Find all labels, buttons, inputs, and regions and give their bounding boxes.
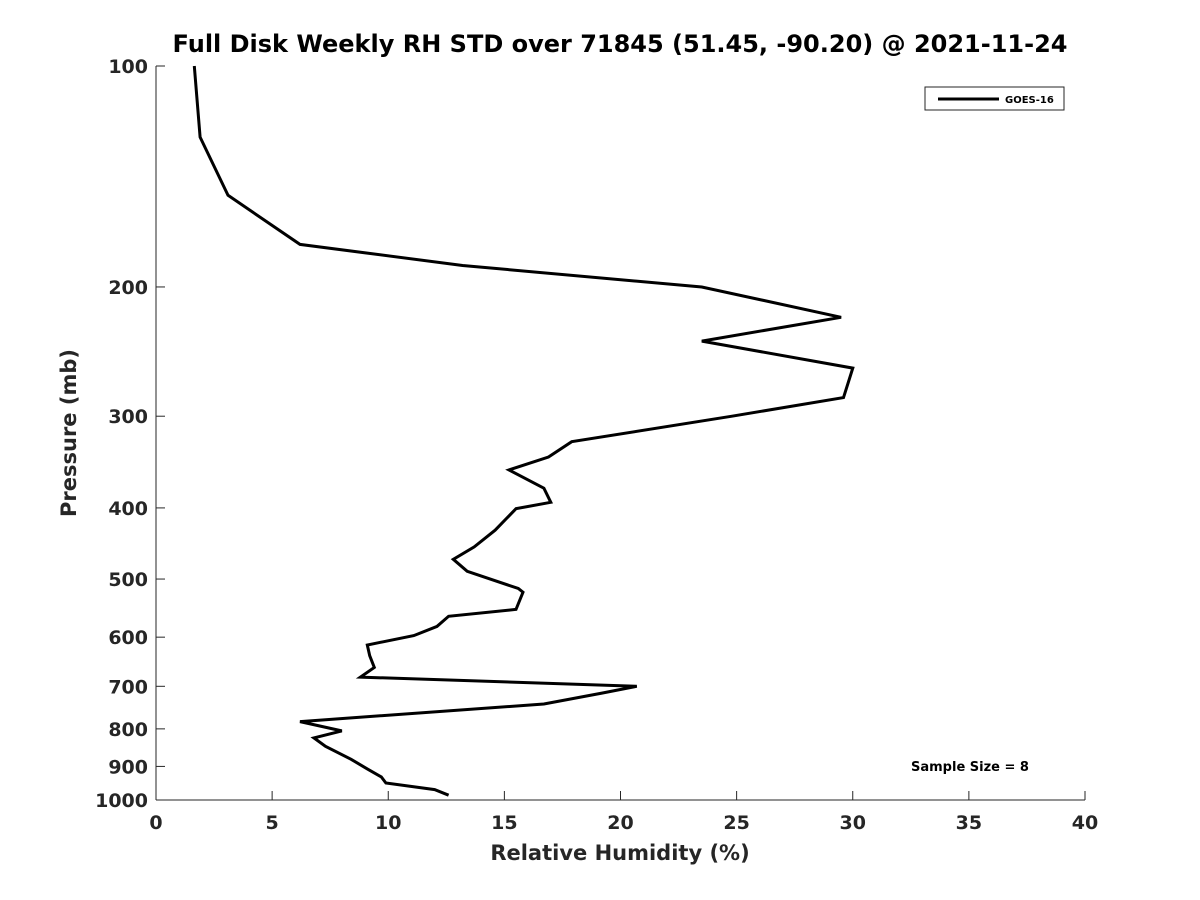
legend: GOES-16 [924,86,1065,111]
x-tick-label: 20 [607,812,633,834]
x-tick-label: 35 [956,812,982,834]
x-tick-label: 30 [840,812,866,834]
x-tick-label: 0 [149,812,162,834]
x-tick-label: 5 [266,812,279,834]
x-tick-label: 25 [723,812,749,834]
y-tick-label: 300 [108,406,148,428]
x-tick-label: 15 [491,812,517,834]
y-tick-label: 1000 [95,790,148,812]
y-tick-label: 400 [108,498,148,520]
y-tick-label: 500 [108,569,148,591]
y-tick-label: 800 [108,719,148,741]
y-axis-ticks: 100 200 300 400 500 600 700 800 900 1000 [95,56,165,812]
y-tick-label: 600 [108,627,148,649]
x-tick-label: 10 [375,812,401,834]
legend-entry-goes-16: GOES-16 [1005,95,1054,106]
y-tick-label: 700 [108,676,148,698]
x-tick-label: 40 [1072,812,1098,834]
y-tick-label: 900 [108,756,148,778]
plot-area: 0 5 10 15 20 25 30 35 40 100 200 300 400 500 600 700 80… [95,56,1098,834]
x-axis-label: Relative Humidity (%) [490,841,749,865]
chart-title: Full Disk Weekly RH STD over 71845 (51.4… [173,30,1068,58]
y-tick-label: 200 [108,277,148,299]
sample-size-annotation: Sample Size = 8 [911,760,1029,775]
y-tick-label: 100 [108,56,148,78]
y-axis-label: Pressure (mb) [57,349,81,517]
x-axis-ticks: 0 5 10 15 20 25 30 35 40 [149,791,1098,834]
series-line-goes-16 [192,65,855,797]
